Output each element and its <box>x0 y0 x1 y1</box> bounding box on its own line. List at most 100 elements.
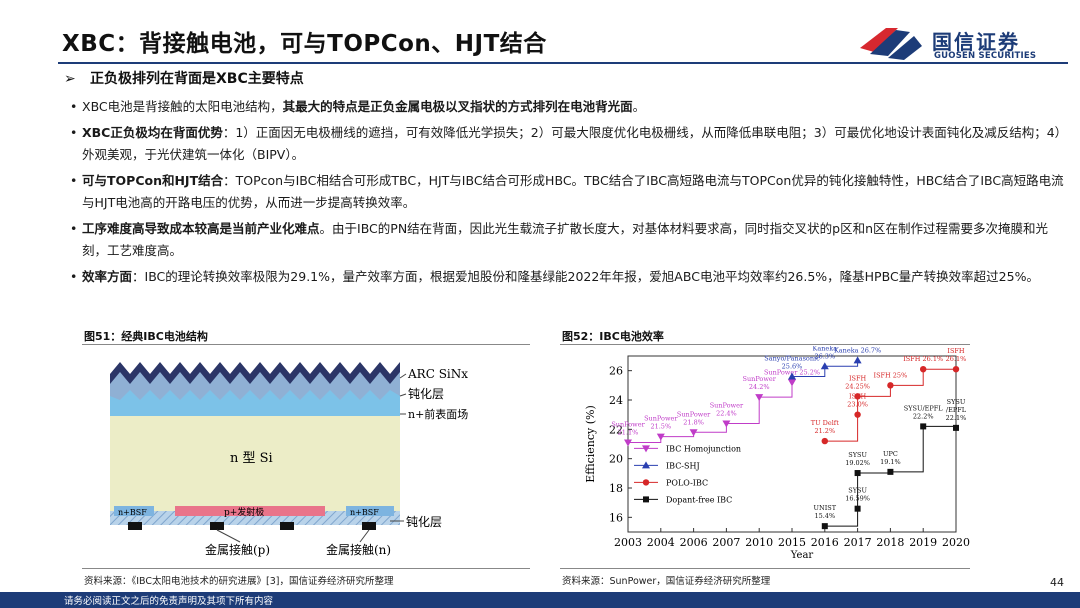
data-label: 25.6% <box>782 363 803 371</box>
data-label: SunPower <box>677 410 711 418</box>
data-label: 23.0% <box>847 401 868 409</box>
x-tick-label: 2006 <box>680 536 708 549</box>
data-label: Kaneka 26.7% <box>834 346 881 354</box>
y-tick-label: 26 <box>609 365 623 378</box>
data-label: 19.02% <box>845 459 870 467</box>
x-tick-label: 2017 <box>844 536 872 549</box>
fig52-label: 图52：IBC电池效率 <box>562 330 664 343</box>
fig52-rule <box>560 344 970 345</box>
data-label: 24.2% <box>749 383 770 391</box>
logo-text-cn: 国信证券 <box>932 30 1020 54</box>
legend-label: IBC-SHJ <box>666 461 700 470</box>
data-label: 15.4% <box>814 512 835 520</box>
data-point <box>643 496 649 503</box>
bullet-bold: 可与TOPCon和HJT结合 <box>82 173 224 188</box>
data-point <box>887 382 894 389</box>
label-contact-n: 金属接触(n) <box>326 542 391 557</box>
data-label: 21.8% <box>683 418 704 426</box>
data-label: 19.1% <box>880 458 901 466</box>
data-label: SunPower <box>611 421 645 429</box>
logo-blue-wing-icon <box>870 30 910 56</box>
fig51-source: 资料来源：《IBC太阳电池技术的研究进展》[3]，国信证券经济研究所整理 <box>84 576 394 587</box>
n-bsf-left <box>114 506 154 516</box>
data-label: /EPFL <box>946 406 967 414</box>
data-point <box>722 420 731 428</box>
data-point <box>953 424 959 431</box>
y-tick-label: 16 <box>609 511 623 524</box>
y-axis-label: Efficiency (%) <box>584 405 597 483</box>
data-point <box>755 394 764 402</box>
x-tick-label: 2003 <box>614 536 642 549</box>
arc-sinx-layer <box>110 362 400 384</box>
fig52-efficiency-chart: 16 18 20 22 24 26 2003 2004 2006 2007 2010 2015 2016… <box>584 346 970 561</box>
subhead-text: 正负极排列在背面是XBC主要特点 <box>90 71 304 87</box>
data-label: ISFH 25% <box>874 371 908 379</box>
data-point <box>642 445 650 453</box>
data-label: SunPower <box>743 375 777 383</box>
x-tick-label: 2007 <box>712 536 740 549</box>
label-passivation-bottom: 钝化层 <box>406 515 442 529</box>
data-label: 26.1% <box>946 355 967 363</box>
bullet-list: XBC电池是背接触的太阳电池结构，其最大的特点是正负金属电极以叉指状的方式排列在… <box>70 96 1070 292</box>
data-point <box>788 372 796 380</box>
data-point <box>656 433 665 441</box>
data-label: 22.1% <box>946 414 967 422</box>
data-label: SYSU <box>848 451 867 459</box>
header-rule <box>58 62 1068 64</box>
data-label: Kaneka <box>813 346 838 352</box>
data-label: 22.2% <box>913 412 934 420</box>
bullet-bold: XBC正负极均在背面优势 <box>82 125 223 140</box>
contact-n-pad <box>362 522 376 530</box>
data-label: SunPower 25.2% <box>764 368 820 376</box>
data-point <box>642 479 650 486</box>
data-point <box>821 437 828 445</box>
fig52-rule-bottom <box>560 568 970 569</box>
data-label: SYSU <box>947 398 966 406</box>
x-tick-label: 2010 <box>745 536 773 549</box>
bullet-text: 。 <box>632 99 646 114</box>
data-label: ISFH <box>947 347 965 355</box>
bullet-text: ：TOPcon与IBC相结合可形成TBC，HJT与IBC结合可形成HBC。TBC… <box>82 173 1064 210</box>
x-tick-label: 2016 <box>811 536 839 549</box>
data-label: Sanyo/Panasonic <box>764 355 820 363</box>
guosen-logo <box>860 28 922 60</box>
data-label: UNIST <box>814 504 837 512</box>
data-label: ISFH 26.1% <box>903 355 943 363</box>
y-tick-label: 24 <box>609 394 623 407</box>
data-label: TU Delft <box>811 419 839 427</box>
data-point <box>788 379 796 387</box>
x-tick-label: 2020 <box>942 536 970 549</box>
legend-label: POLO-IBC <box>666 478 708 487</box>
data-point <box>887 468 894 475</box>
data-point <box>820 362 829 370</box>
x-axis-label: Year <box>790 550 814 561</box>
fig51-ibc-structure-diagram: ARC SiNx 钝化层 n+前表面场 n 型 Si n+BSF p+发射极 n… <box>110 362 468 557</box>
section-subhead: ➢ 正负极排列在背面是XBC主要特点 <box>64 68 304 88</box>
label-bsf-right: n+BSF <box>350 508 379 517</box>
data-point <box>821 523 828 530</box>
legend-label: Dopant-free IBC <box>666 495 732 504</box>
bullet-text: ：IBC的理论转换效率极限为29.1%，量产效率方面，根据爱旭股份和隆基绿能20… <box>132 269 1039 284</box>
label-arc: ARC SiNx <box>407 367 468 381</box>
leader-line <box>216 529 241 543</box>
leader-line <box>359 529 370 543</box>
contact-p-pad <box>210 522 224 530</box>
p-emitter <box>175 506 325 516</box>
fig51-rule-bottom <box>82 568 530 569</box>
data-label: 22.4% <box>716 409 737 417</box>
y-tick-label: 20 <box>609 453 623 466</box>
bullet-item: 工序难度高导致成本较高是当前产业化难点。由于IBC的PN结在背面，因此光生载流子… <box>70 218 1070 262</box>
x-tick-label: 2019 <box>909 536 937 549</box>
data-point <box>854 393 861 400</box>
data-point <box>642 461 650 469</box>
footer-disclaimer: 请务必阅读正文之后的免责声明及其项下所有内容 <box>64 596 274 607</box>
data-label: ISFH <box>849 374 867 382</box>
contact-p-pad <box>280 522 294 530</box>
y-tick-label: 22 <box>609 423 623 436</box>
y-tick-label: 18 <box>609 482 623 495</box>
data-label: SunPower <box>710 401 744 409</box>
contact-n-pad <box>128 522 142 530</box>
data-label: 21.1% <box>618 429 639 437</box>
legend-label: IBC Homojunction <box>666 444 741 453</box>
series-line <box>824 368 956 442</box>
